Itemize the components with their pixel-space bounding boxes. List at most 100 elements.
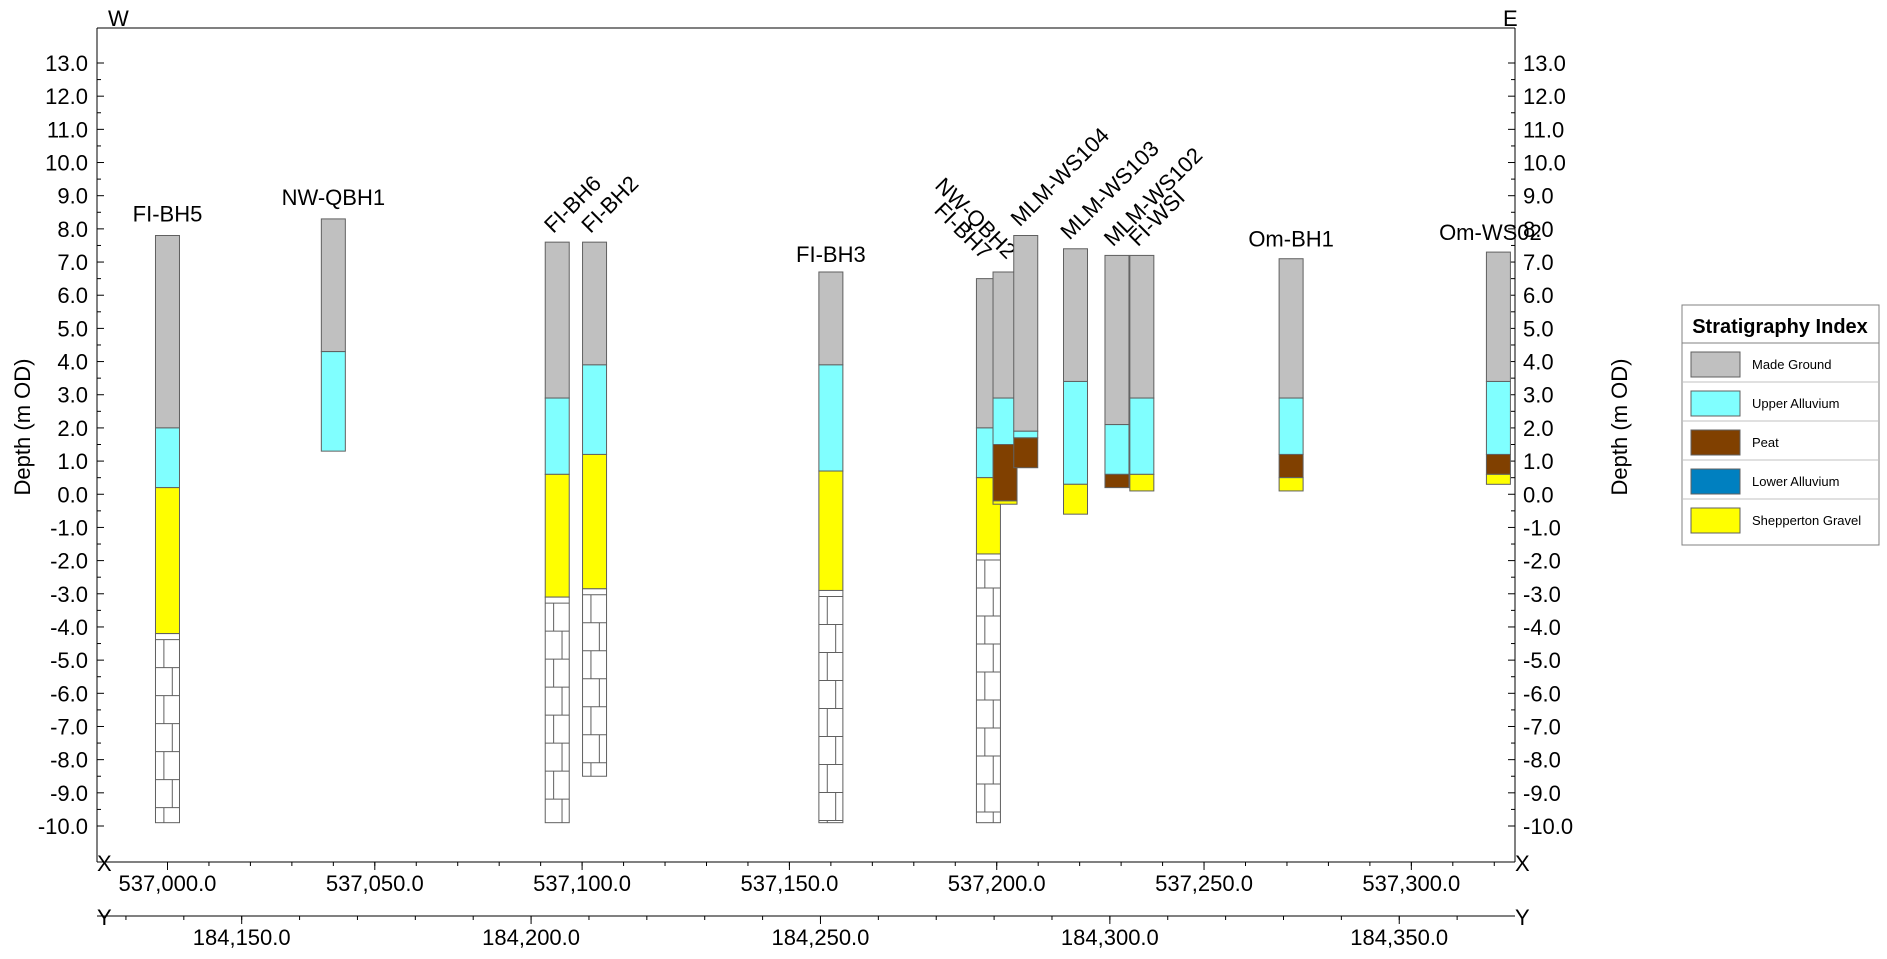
y-tick-label-right: 5.0 (1523, 316, 1554, 341)
y-tick-label-left: -2.0 (50, 549, 88, 574)
y-tick-label-left: -10.0 (38, 814, 88, 839)
borehole-label: Om-WS02 (1439, 220, 1542, 245)
layer-upper-alluvium (992, 397, 1018, 445)
y-tick-label-left: 1.0 (57, 449, 88, 474)
y-tick-label-right: 3.0 (1523, 383, 1554, 408)
borehole-fi-bh5: FI-BH5 (133, 202, 203, 824)
legend-swatch (1690, 507, 1741, 534)
y-tick-label-left: 0.0 (57, 482, 88, 507)
legend-item-label: Lower Alluvium (1752, 474, 1839, 489)
legend-title: Stratigraphy Index (1692, 316, 1868, 338)
y-tick-label-left: -4.0 (50, 615, 88, 640)
layer-upper-alluvium (1129, 397, 1155, 475)
borehole-fi-wsi: FI-WSI (1124, 185, 1190, 492)
layer-made-ground (1278, 258, 1304, 399)
borehole-label: FI-BH5 (133, 202, 203, 227)
y-tick-label-right: 9.0 (1523, 184, 1554, 209)
y-tick-label-left: -6.0 (50, 681, 88, 706)
y-tick-label-right: 8.0 (1523, 217, 1554, 242)
x-tick-label: 537,300.0 (1362, 871, 1460, 896)
y-tick-label-right: -10.0 (1523, 814, 1573, 839)
y-tick-label-left: -3.0 (50, 582, 88, 607)
legend-item-label: Upper Alluvium (1752, 396, 1839, 411)
layer-made-ground (1129, 254, 1155, 399)
layer-upper-alluvium (1278, 397, 1304, 455)
layer-shepperton-gravel (582, 453, 608, 590)
borehole-fi-bh7: FI-BH7 (930, 197, 1001, 824)
y-coord-tick-label: 184,150.0 (193, 925, 291, 950)
y-tick-label-left: 13.0 (45, 51, 88, 76)
x-tick-label: 537,000.0 (119, 871, 217, 896)
layer-peat (1104, 473, 1130, 489)
borehole-label: FI-BH3 (796, 242, 866, 267)
y-coord-tick-label: 184,250.0 (772, 925, 870, 950)
y-coord-letter-right: Y (1515, 905, 1530, 930)
layer-upper-alluvium (1104, 424, 1130, 475)
layer-upper-alluvium (544, 397, 570, 475)
x-tick-label: 537,250.0 (1155, 871, 1253, 896)
y-tick-label-left: -5.0 (50, 648, 88, 673)
layer-shepperton-gravel (1063, 483, 1089, 515)
layer-made-ground (582, 241, 608, 366)
y-tick-label-left: -9.0 (50, 781, 88, 806)
x-tick-label: 537,150.0 (740, 871, 838, 896)
y-tick-label-right: 10.0 (1523, 151, 1566, 176)
y-tick-label-left: 2.0 (57, 416, 88, 441)
layer-upper-alluvium (818, 364, 844, 472)
layer-shepperton-gravel (1278, 477, 1304, 492)
y-tick-label-left: -8.0 (50, 748, 88, 773)
y-tick-label-right: -3.0 (1523, 582, 1561, 607)
x-axis-letter-left: X (97, 851, 112, 876)
x-coordinate-axis: 537,000.0 537,050.0 537,100.0 537,150.0 537,… (97, 861, 1515, 896)
legend-swatch (1690, 429, 1741, 456)
layer-made-ground (1063, 248, 1089, 382)
y-tick-label-left: 7.0 (57, 250, 88, 275)
layer-bedrock (544, 596, 570, 824)
right-depth-axis: 13.0 12.0 11.0 10.0 9.0 8.0 7.0 6.0 5.0 4.0 3.0 2.0… (1508, 51, 1573, 839)
layer-made-ground (544, 241, 570, 399)
layer-upper-alluvium (582, 364, 608, 455)
y-tick-label-left: 6.0 (57, 283, 88, 308)
y-tick-label-left: 4.0 (57, 350, 88, 375)
x-tick-label: 537,050.0 (326, 871, 424, 896)
borehole-label: NW-QBH1 (282, 185, 386, 210)
y-tick-label-right: 0.0 (1523, 482, 1554, 507)
borehole-nw-qbh1: NW-QBH1 (282, 185, 386, 452)
layer-shepperton-gravel (1485, 473, 1511, 485)
borehole-om-bh1: Om-BH1 (1248, 227, 1334, 492)
layer-peat (1485, 453, 1511, 475)
layer-upper-alluvium (1013, 430, 1039, 439)
y-tick-label-right: 2.0 (1523, 416, 1554, 441)
layer-bedrock (582, 588, 608, 777)
y-coord-tick-label: 184,300.0 (1061, 925, 1159, 950)
legend-swatch (1690, 351, 1741, 378)
layer-shepperton-gravel (992, 500, 1018, 505)
y-tick-label-left: 11.0 (47, 117, 88, 142)
layer-peat (1278, 453, 1304, 479)
legend-swatch (1690, 468, 1741, 495)
layer-upper-alluvium (1485, 380, 1511, 455)
layer-bedrock (818, 589, 844, 824)
layer-made-ground (1104, 254, 1130, 426)
legend-item-label: Peat (1752, 435, 1779, 450)
y-tick-label-left: -7.0 (50, 714, 88, 739)
legend-item-lower-alluvium: Lower Alluvium (1682, 459, 1879, 495)
y-tick-label-right: 7.0 (1523, 250, 1554, 275)
y-tick-label-right: 6.0 (1523, 283, 1554, 308)
y-tick-label-left: 9.0 (57, 184, 88, 209)
y-coord-letter-left: Y (97, 905, 112, 930)
layer-shepperton-gravel (1129, 473, 1155, 492)
y-axis-title-right: Depth (m OD) (1607, 359, 1632, 496)
borehole-label: Om-BH1 (1248, 227, 1334, 252)
y-coord-tick-label: 184,200.0 (482, 925, 580, 950)
x-tick-label: 537,200.0 (948, 871, 1046, 896)
borehole-om-ws02: Om-WS02 (1439, 220, 1542, 485)
legend-item-upper-alluvium: Upper Alluvium (1682, 381, 1879, 417)
legend-item-made-ground: Made Ground (1690, 351, 1832, 378)
x-tick-label: 537,100.0 (533, 871, 631, 896)
layer-shepperton-gravel (818, 470, 844, 591)
y-tick-label-right: -9.0 (1523, 781, 1561, 806)
borehole-mlm-ws104: MLM-WS104 (1006, 123, 1114, 469)
